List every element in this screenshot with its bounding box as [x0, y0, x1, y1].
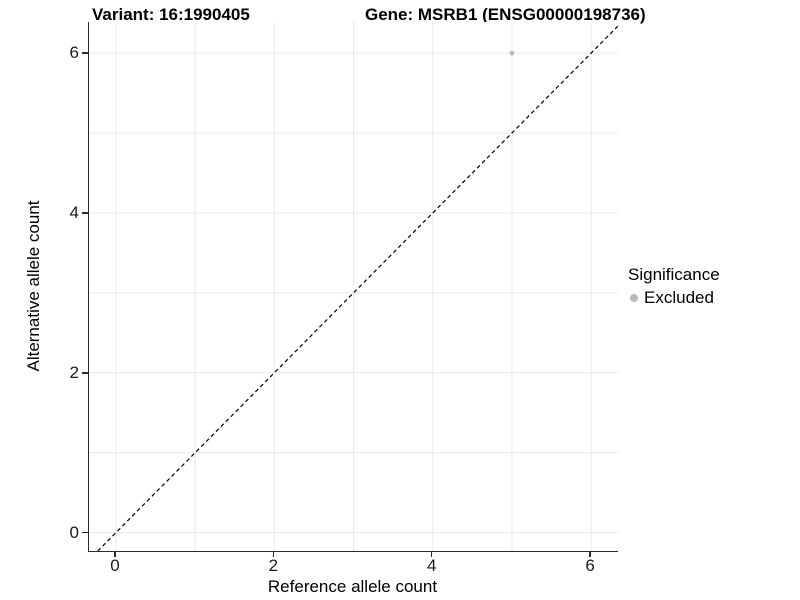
y-tick-label: 2 [69, 362, 79, 382]
identity-line [97, 25, 618, 551]
variant-title: Variant: 16:1990405 [92, 5, 250, 24]
y-tick-label: 0 [69, 522, 79, 542]
excluded-point-icon [630, 294, 638, 302]
x-tick-label: 6 [585, 556, 595, 575]
data-point [509, 50, 515, 56]
y-axis-title: Alternative allele count [24, 200, 43, 372]
y-tick-label: 4 [69, 202, 79, 222]
y-tick-label: 6 [69, 43, 79, 63]
x-tick-label: 4 [426, 556, 437, 575]
legend-title: Significance [628, 265, 720, 284]
x-tick-mark [272, 551, 275, 557]
x-tick-label: 0 [110, 556, 120, 575]
plot-panel [88, 22, 618, 552]
gene-title: Gene: MSRB1 (ENSG00000198736) [365, 5, 646, 24]
x-tick-mark [589, 551, 591, 557]
x-tick-label: 2 [268, 556, 279, 575]
plot-area-svg [89, 22, 618, 551]
y-tick-mark [82, 531, 88, 534]
legend-entry-label: Excluded [644, 288, 714, 307]
legend: Significance Excluded [628, 265, 720, 308]
y-tick-mark [82, 212, 88, 214]
x-tick-mark [430, 551, 433, 557]
x-tick-mark [114, 551, 116, 557]
legend-entry-excluded: Excluded [628, 288, 720, 308]
y-tick-mark [82, 372, 88, 374]
x-axis-title: Reference allele count [267, 577, 438, 596]
y-tick-mark [82, 52, 88, 54]
